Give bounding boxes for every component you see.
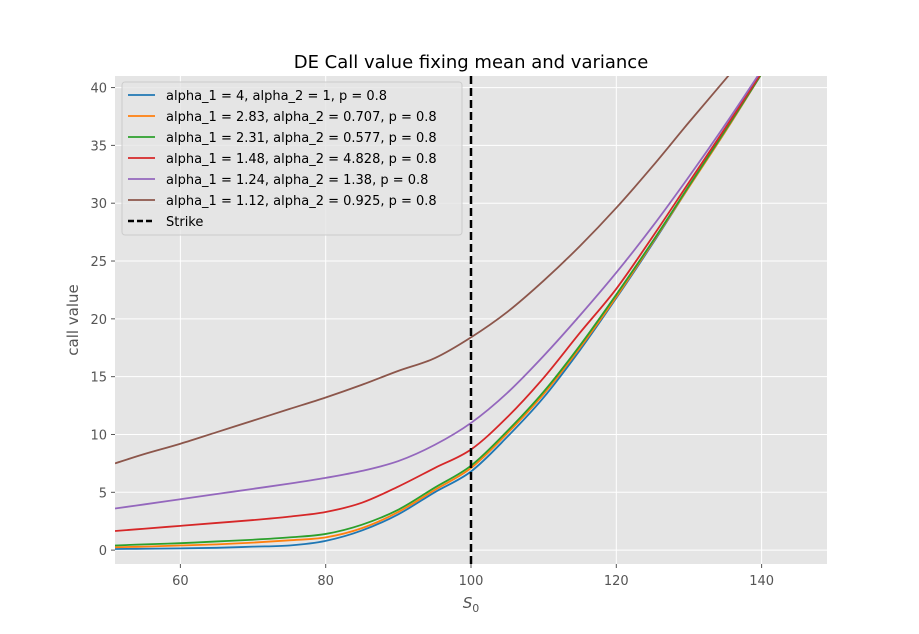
y-tick-label: 5 <box>99 486 107 501</box>
y-tick-label: 0 <box>99 544 107 559</box>
legend-label: alpha_1 = 2.31, alpha_2 = 0.577, p = 0.8 <box>166 131 437 146</box>
x-tick-label: 80 <box>317 574 334 589</box>
chart-title: DE Call value fixing mean and variance <box>294 52 649 73</box>
y-tick-label: 30 <box>90 197 107 212</box>
y-tick-label: 40 <box>90 82 107 97</box>
legend-label: alpha_1 = 1.12, alpha_2 = 0.925, p = 0.8 <box>166 194 437 209</box>
series-line <box>115 76 761 532</box>
legend-label: Strike <box>166 215 203 230</box>
x-axis-label: S0 <box>463 594 480 615</box>
y-tick-labels: 0 5 10 15 20 25 30 35 40 <box>90 82 115 559</box>
series-line <box>115 76 730 465</box>
x-axis-label-subscript: 0 <box>472 602 479 615</box>
y-tick-label: 35 <box>90 139 107 154</box>
x-tick-label: 60 <box>172 574 189 589</box>
x-tick-label: 140 <box>749 574 774 589</box>
y-tick-label: 10 <box>90 428 107 443</box>
series-line <box>115 76 759 510</box>
legend-label: alpha_1 = 1.24, alpha_2 = 1.38, p = 0.8 <box>166 173 428 188</box>
x-tick-labels: 60 80 100 120 140 <box>172 564 774 589</box>
y-tick-label: 20 <box>90 313 107 328</box>
y-tick-label: 25 <box>90 255 107 270</box>
x-axis-label-main: S <box>463 594 473 612</box>
legend-label: alpha_1 = 4, alpha_2 = 1, p = 0.8 <box>166 89 387 104</box>
legend-label: alpha_1 = 2.83, alpha_2 = 0.707, p = 0.8 <box>166 110 437 125</box>
y-tick-label: 15 <box>90 371 107 386</box>
x-tick-label: 120 <box>604 574 629 589</box>
legend: alpha_1 = 4, alpha_2 = 1, p = 0.8 alpha_1… <box>121 81 463 236</box>
series-lines <box>115 76 762 550</box>
legend-box <box>121 81 463 236</box>
y-axis-label: call value <box>64 284 82 356</box>
x-tick-label: 100 <box>459 574 484 589</box>
series-line <box>115 76 762 547</box>
legend-label: alpha_1 = 1.48, alpha_2 = 4.828, p = 0.8 <box>166 152 437 167</box>
